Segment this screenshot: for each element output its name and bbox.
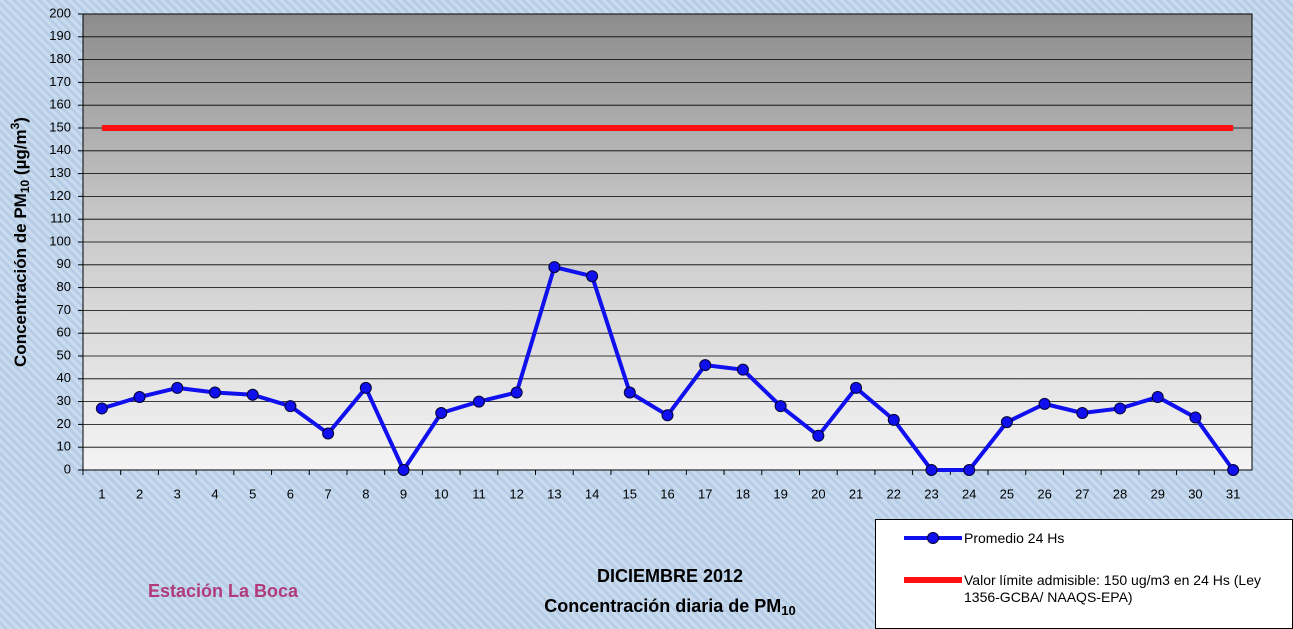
y-tick-label: 170	[49, 74, 71, 89]
y-tick-label: 120	[49, 188, 71, 203]
data-point	[247, 389, 258, 400]
data-point	[888, 414, 899, 425]
x-tick-label: 23	[924, 486, 938, 501]
x-tick-label: 22	[887, 486, 901, 501]
y-tick-label: 140	[49, 142, 71, 157]
data-point	[851, 382, 862, 393]
y-tick-label: 20	[57, 416, 71, 431]
x-tick-label: 17	[698, 486, 712, 501]
legend-entry: Valor límite admisible: 150 ug/m3 en 24 …	[964, 572, 1284, 606]
x-tick-label: 9	[400, 486, 407, 501]
legend: Promedio 24 Hs Valor límite admisible: 1…	[875, 519, 1293, 629]
x-tick-label: 8	[362, 486, 369, 501]
y-tick-label: 100	[49, 233, 71, 248]
data-point	[96, 403, 107, 414]
data-point	[1152, 392, 1163, 403]
x-tick-label: 26	[1037, 486, 1051, 501]
x-tick-label: 5	[249, 486, 256, 501]
chart-title: DICIEMBRE 2012	[597, 566, 743, 586]
data-point	[587, 271, 598, 282]
y-tick-label: 30	[57, 393, 71, 408]
x-tick-label: 16	[660, 486, 674, 501]
y-tick-label: 150	[49, 119, 71, 134]
y-tick-label: 200	[49, 5, 71, 20]
y-tick-label: 110	[50, 211, 71, 226]
data-point	[511, 387, 522, 398]
data-point	[926, 465, 937, 476]
x-tick-label: 18	[736, 486, 750, 501]
data-point	[549, 262, 560, 273]
data-point	[1190, 412, 1201, 423]
data-point	[1001, 417, 1012, 428]
data-point	[624, 387, 635, 398]
y-tick-label: 190	[49, 28, 71, 43]
y-tick-label: 60	[57, 325, 71, 340]
y-tick-label: 40	[57, 370, 71, 385]
x-tick-label: 21	[849, 486, 863, 501]
y-tick-label: 80	[57, 279, 71, 294]
data-point	[1077, 408, 1088, 419]
x-tick-label: 4	[211, 486, 218, 501]
x-tick-label: 31	[1226, 486, 1240, 501]
x-tick-label: 7	[324, 486, 331, 501]
x-tick-label: 30	[1188, 486, 1202, 501]
x-tick-label: 2	[136, 486, 143, 501]
y-tick-label: 70	[57, 302, 71, 317]
data-point	[323, 428, 334, 439]
data-point	[813, 430, 824, 441]
y-axis-label: Concentración de PM10 (µg/m3)	[8, 117, 32, 367]
x-tick-label: 27	[1075, 486, 1089, 501]
x-tick-label: 11	[472, 486, 486, 501]
data-point	[1228, 465, 1239, 476]
data-point	[662, 410, 673, 421]
data-point	[134, 392, 145, 403]
data-point	[360, 382, 371, 393]
x-tick-label: 14	[585, 486, 599, 501]
x-tick-label: 13	[547, 486, 561, 501]
x-tick-label: 3	[174, 486, 181, 501]
data-point	[700, 360, 711, 371]
data-point	[436, 408, 447, 419]
x-tick-label: 25	[1000, 486, 1014, 501]
x-tick-label: 28	[1113, 486, 1127, 501]
data-point	[964, 465, 975, 476]
data-point	[1115, 403, 1126, 414]
y-tick-label: 90	[57, 256, 71, 271]
x-tick-label: 10	[434, 486, 448, 501]
data-point	[398, 465, 409, 476]
station-label: Estación La Boca	[148, 581, 299, 601]
data-point	[737, 364, 748, 375]
y-tick-label: 50	[57, 347, 71, 362]
x-tick-label: 24	[962, 486, 976, 501]
y-tick-label: 130	[49, 165, 71, 180]
legend-swatches	[876, 520, 966, 628]
page: Concentración de PM10 (µg/m3) Estación L…	[0, 0, 1293, 629]
legend-entry: Promedio 24 Hs	[964, 530, 1284, 547]
x-tick-label: 29	[1150, 486, 1164, 501]
data-point	[1039, 398, 1050, 409]
x-tick-label: 6	[287, 486, 294, 501]
data-point	[775, 401, 786, 412]
legend-marker	[928, 533, 939, 544]
x-tick-label: 19	[773, 486, 787, 501]
x-tick-label: 20	[811, 486, 825, 501]
chart-subtitle: Concentración diaria de PM10	[544, 596, 796, 619]
x-tick-label: 1	[98, 486, 105, 501]
y-tick-label: 180	[49, 51, 71, 66]
x-tick-label: 15	[623, 486, 637, 501]
data-point	[285, 401, 296, 412]
y-tick-label: 160	[49, 97, 71, 112]
data-point	[209, 387, 220, 398]
data-point	[473, 396, 484, 407]
y-tick-label: 0	[64, 461, 71, 476]
x-tick-label: 12	[509, 486, 523, 501]
data-point	[172, 382, 183, 393]
y-tick-label: 10	[57, 439, 71, 454]
